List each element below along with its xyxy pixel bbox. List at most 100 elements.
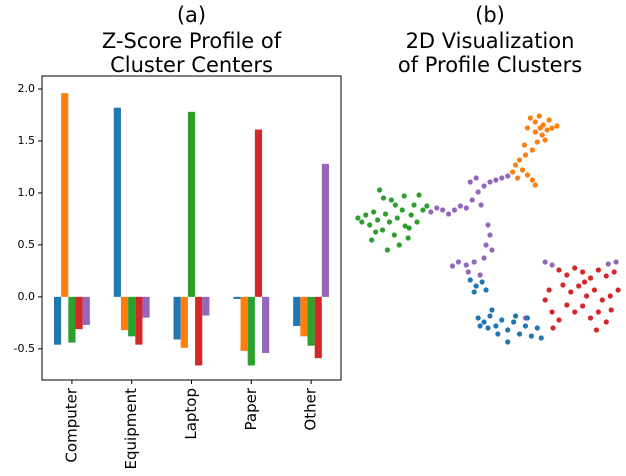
point [511, 319, 517, 325]
point [583, 293, 590, 299]
point [554, 123, 560, 129]
point [376, 187, 383, 193]
bar [53, 296, 62, 345]
point [467, 277, 473, 283]
point [380, 195, 387, 201]
point [386, 219, 393, 225]
point [534, 139, 540, 145]
point [560, 282, 566, 288]
point [473, 175, 479, 181]
bar [120, 296, 129, 331]
bar [113, 107, 121, 297]
point [603, 273, 609, 279]
point [582, 279, 588, 285]
point [359, 219, 365, 225]
point [499, 175, 505, 181]
panel-label: (b) [475, 3, 505, 27]
point [513, 313, 519, 319]
point [524, 172, 531, 178]
chart-title: of Profile Clusters [398, 53, 582, 77]
bar [247, 296, 255, 366]
point [391, 232, 397, 238]
bar [293, 296, 301, 326]
point [371, 209, 377, 215]
point [595, 309, 602, 315]
point [611, 269, 617, 275]
point [613, 259, 619, 265]
point [521, 142, 528, 148]
point [499, 317, 505, 323]
point [367, 222, 373, 228]
point [544, 127, 550, 133]
point [556, 317, 562, 323]
point [580, 303, 586, 309]
bar [300, 296, 308, 337]
point [401, 193, 407, 199]
point [392, 202, 398, 208]
x-tick-label: Laptop [182, 388, 200, 440]
point [546, 287, 552, 293]
point [363, 212, 369, 218]
point [408, 212, 414, 218]
bar [195, 296, 203, 366]
point [564, 272, 570, 278]
point [505, 173, 511, 179]
point [414, 219, 420, 225]
point [529, 177, 535, 183]
bar [142, 296, 150, 318]
point [576, 283, 582, 289]
chart-title: Cluster Centers [110, 53, 273, 77]
point [487, 179, 493, 185]
point [603, 319, 609, 325]
point [477, 272, 483, 278]
point [532, 129, 538, 135]
point [394, 215, 400, 221]
point [485, 325, 491, 331]
point [542, 259, 548, 265]
point [605, 261, 611, 267]
point [527, 115, 533, 121]
point [510, 169, 516, 175]
point [519, 167, 526, 173]
point [529, 147, 535, 153]
point [405, 235, 411, 241]
bar [233, 296, 241, 299]
point [487, 313, 493, 319]
point [493, 323, 499, 329]
point [538, 335, 544, 341]
point [587, 315, 594, 321]
bar [68, 296, 76, 343]
x-tick-label: Computer [62, 387, 80, 462]
point [593, 327, 600, 333]
bar [321, 163, 330, 297]
point [483, 242, 489, 248]
point [487, 232, 493, 238]
point [572, 309, 578, 315]
point [481, 183, 487, 189]
point [489, 247, 495, 253]
point [580, 269, 586, 275]
point [379, 227, 386, 233]
y-tick-label: -0.5 [14, 342, 35, 355]
chart-title: 2D Visualization [406, 29, 575, 53]
panel-label: (a) [177, 3, 206, 27]
point [475, 189, 481, 195]
bar [262, 296, 270, 353]
point [549, 125, 555, 131]
point [528, 333, 534, 339]
point [473, 283, 479, 289]
point [516, 157, 523, 163]
x-tick-label: Paper [242, 387, 260, 430]
point [382, 211, 389, 217]
point [396, 242, 402, 248]
point [550, 325, 556, 331]
bar [314, 296, 322, 359]
point [388, 197, 394, 203]
point [513, 162, 519, 168]
point [478, 202, 484, 208]
point [463, 205, 469, 211]
chart-title: Z-Score Profile of [102, 29, 282, 53]
point [465, 269, 471, 275]
bar [61, 93, 69, 297]
